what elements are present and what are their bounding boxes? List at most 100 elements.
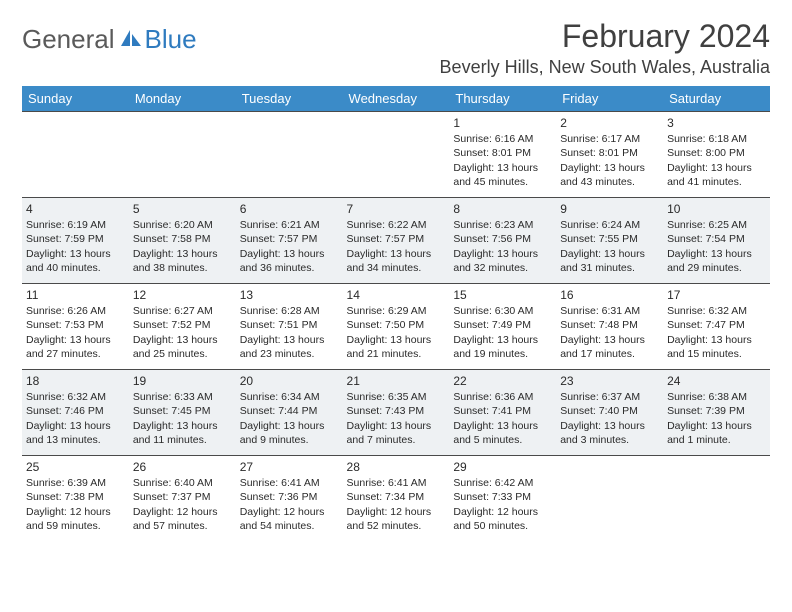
calendar-day-cell: 6Sunrise: 6:21 AMSunset: 7:57 PMDaylight… — [236, 198, 343, 284]
sunrise-text: Sunrise: 6:27 AM — [133, 304, 232, 318]
daylight-text: Daylight: 12 hours and 52 minutes. — [347, 505, 446, 533]
daylight-text: Daylight: 13 hours and 15 minutes. — [667, 333, 766, 361]
sunset-text: Sunset: 7:55 PM — [560, 232, 659, 246]
sunset-text: Sunset: 7:34 PM — [347, 490, 446, 504]
sunset-text: Sunset: 7:44 PM — [240, 404, 339, 418]
weekday-header: Friday — [556, 86, 663, 112]
calendar-day-cell: 2Sunrise: 6:17 AMSunset: 8:01 PMDaylight… — [556, 112, 663, 198]
daylight-text: Daylight: 13 hours and 19 minutes. — [453, 333, 552, 361]
daylight-text: Daylight: 13 hours and 38 minutes. — [133, 247, 232, 275]
day-number: 15 — [453, 287, 552, 303]
calendar-day-cell: 25Sunrise: 6:39 AMSunset: 7:38 PMDayligh… — [22, 456, 129, 542]
weekday-header: Tuesday — [236, 86, 343, 112]
calendar-day-cell: 4Sunrise: 6:19 AMSunset: 7:59 PMDaylight… — [22, 198, 129, 284]
sunset-text: Sunset: 7:59 PM — [26, 232, 125, 246]
calendar-week-row: 18Sunrise: 6:32 AMSunset: 7:46 PMDayligh… — [22, 370, 770, 456]
day-number: 22 — [453, 373, 552, 389]
day-number: 17 — [667, 287, 766, 303]
calendar-day-cell: 1Sunrise: 6:16 AMSunset: 8:01 PMDaylight… — [449, 112, 556, 198]
sunset-text: Sunset: 7:52 PM — [133, 318, 232, 332]
sunrise-text: Sunrise: 6:29 AM — [347, 304, 446, 318]
month-title: February 2024 — [440, 18, 770, 55]
calendar-day-cell — [236, 112, 343, 198]
day-number: 21 — [347, 373, 446, 389]
day-number: 19 — [133, 373, 232, 389]
sunset-text: Sunset: 7:43 PM — [347, 404, 446, 418]
daylight-text: Daylight: 13 hours and 9 minutes. — [240, 419, 339, 447]
day-number: 20 — [240, 373, 339, 389]
calendar-table: Sunday Monday Tuesday Wednesday Thursday… — [22, 86, 770, 542]
calendar-day-cell: 21Sunrise: 6:35 AMSunset: 7:43 PMDayligh… — [343, 370, 450, 456]
calendar-week-row: 4Sunrise: 6:19 AMSunset: 7:59 PMDaylight… — [22, 198, 770, 284]
day-number: 28 — [347, 459, 446, 475]
sunrise-text: Sunrise: 6:30 AM — [453, 304, 552, 318]
day-number: 7 — [347, 201, 446, 217]
day-number: 25 — [26, 459, 125, 475]
calendar-day-cell: 10Sunrise: 6:25 AMSunset: 7:54 PMDayligh… — [663, 198, 770, 284]
daylight-text: Daylight: 13 hours and 32 minutes. — [453, 247, 552, 275]
day-number: 3 — [667, 115, 766, 131]
calendar-day-cell: 24Sunrise: 6:38 AMSunset: 7:39 PMDayligh… — [663, 370, 770, 456]
daylight-text: Daylight: 13 hours and 13 minutes. — [26, 419, 125, 447]
daylight-text: Daylight: 12 hours and 54 minutes. — [240, 505, 339, 533]
calendar-day-cell: 17Sunrise: 6:32 AMSunset: 7:47 PMDayligh… — [663, 284, 770, 370]
calendar-day-cell: 20Sunrise: 6:34 AMSunset: 7:44 PMDayligh… — [236, 370, 343, 456]
day-number: 8 — [453, 201, 552, 217]
calendar-day-cell: 13Sunrise: 6:28 AMSunset: 7:51 PMDayligh… — [236, 284, 343, 370]
daylight-text: Daylight: 12 hours and 50 minutes. — [453, 505, 552, 533]
daylight-text: Daylight: 13 hours and 25 minutes. — [133, 333, 232, 361]
daylight-text: Daylight: 13 hours and 7 minutes. — [347, 419, 446, 447]
sunrise-text: Sunrise: 6:31 AM — [560, 304, 659, 318]
sunrise-text: Sunrise: 6:39 AM — [26, 476, 125, 490]
daylight-text: Daylight: 13 hours and 1 minute. — [667, 419, 766, 447]
calendar-week-row: 1Sunrise: 6:16 AMSunset: 8:01 PMDaylight… — [22, 112, 770, 198]
sunrise-text: Sunrise: 6:21 AM — [240, 218, 339, 232]
day-number: 12 — [133, 287, 232, 303]
brand-general: General — [22, 24, 115, 55]
day-number: 29 — [453, 459, 552, 475]
calendar-day-cell — [663, 456, 770, 542]
brand-sail-icon — [119, 28, 143, 53]
sunset-text: Sunset: 7:38 PM — [26, 490, 125, 504]
sunrise-text: Sunrise: 6:25 AM — [667, 218, 766, 232]
day-number: 14 — [347, 287, 446, 303]
day-number: 24 — [667, 373, 766, 389]
weekday-header: Saturday — [663, 86, 770, 112]
day-number: 2 — [560, 115, 659, 131]
calendar-day-cell: 22Sunrise: 6:36 AMSunset: 7:41 PMDayligh… — [449, 370, 556, 456]
sunset-text: Sunset: 7:57 PM — [240, 232, 339, 246]
day-number: 11 — [26, 287, 125, 303]
daylight-text: Daylight: 13 hours and 21 minutes. — [347, 333, 446, 361]
day-number: 16 — [560, 287, 659, 303]
sunrise-text: Sunrise: 6:32 AM — [26, 390, 125, 404]
sunrise-text: Sunrise: 6:16 AM — [453, 132, 552, 146]
daylight-text: Daylight: 13 hours and 23 minutes. — [240, 333, 339, 361]
location: Beverly Hills, New South Wales, Australi… — [440, 57, 770, 78]
sunset-text: Sunset: 7:33 PM — [453, 490, 552, 504]
sunrise-text: Sunrise: 6:24 AM — [560, 218, 659, 232]
sunset-text: Sunset: 7:46 PM — [26, 404, 125, 418]
sunset-text: Sunset: 7:36 PM — [240, 490, 339, 504]
sunrise-text: Sunrise: 6:42 AM — [453, 476, 552, 490]
daylight-text: Daylight: 13 hours and 5 minutes. — [453, 419, 552, 447]
sunset-text: Sunset: 8:01 PM — [560, 146, 659, 160]
sunset-text: Sunset: 7:41 PM — [453, 404, 552, 418]
calendar-day-cell: 19Sunrise: 6:33 AMSunset: 7:45 PMDayligh… — [129, 370, 236, 456]
calendar-day-cell: 23Sunrise: 6:37 AMSunset: 7:40 PMDayligh… — [556, 370, 663, 456]
sunset-text: Sunset: 7:57 PM — [347, 232, 446, 246]
weekday-header: Wednesday — [343, 86, 450, 112]
day-number: 10 — [667, 201, 766, 217]
daylight-text: Daylight: 13 hours and 27 minutes. — [26, 333, 125, 361]
weekday-header-row: Sunday Monday Tuesday Wednesday Thursday… — [22, 86, 770, 112]
day-number: 18 — [26, 373, 125, 389]
day-number: 6 — [240, 201, 339, 217]
calendar-day-cell: 7Sunrise: 6:22 AMSunset: 7:57 PMDaylight… — [343, 198, 450, 284]
daylight-text: Daylight: 13 hours and 17 minutes. — [560, 333, 659, 361]
header: General Blue February 2024 Beverly Hills… — [22, 18, 770, 78]
sunset-text: Sunset: 7:51 PM — [240, 318, 339, 332]
sunrise-text: Sunrise: 6:40 AM — [133, 476, 232, 490]
calendar-week-row: 11Sunrise: 6:26 AMSunset: 7:53 PMDayligh… — [22, 284, 770, 370]
daylight-text: Daylight: 13 hours and 40 minutes. — [26, 247, 125, 275]
sunset-text: Sunset: 7:47 PM — [667, 318, 766, 332]
sunrise-text: Sunrise: 6:36 AM — [453, 390, 552, 404]
